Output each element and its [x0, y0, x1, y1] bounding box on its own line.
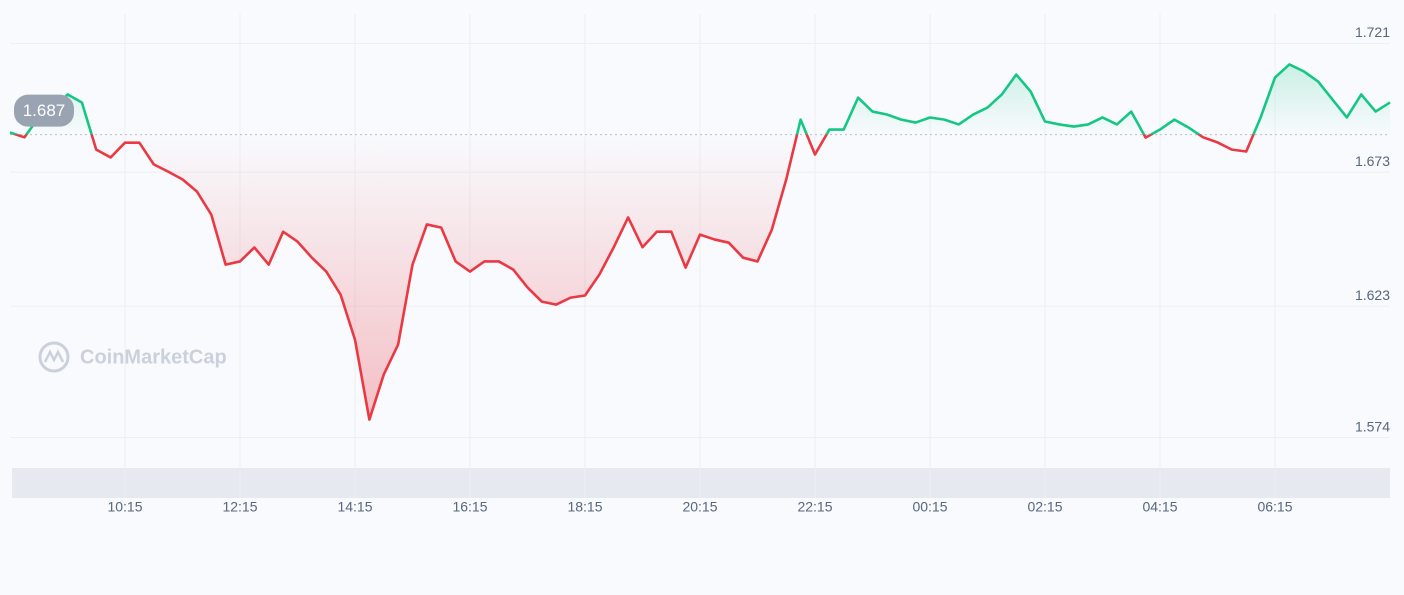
x-tick-label: 16:15 [452, 499, 487, 515]
x-tick-label: 14:15 [337, 499, 372, 515]
watermark: CoinMarketCap [38, 341, 227, 373]
price-line [9, 63, 1391, 421]
x-tick-label: 10:15 [107, 499, 142, 515]
x-tick-label: 04:15 [1142, 499, 1177, 515]
baseline-badge [14, 94, 74, 127]
watermark-text: CoinMarketCap [80, 346, 227, 368]
x-tick-label: 02:15 [1027, 499, 1062, 515]
x-tick-label: 00:15 [912, 499, 947, 515]
x-tick-label: 06:15 [1257, 499, 1292, 515]
y-tick-label: 1.673 [1355, 153, 1390, 169]
x-tick-label: 18:15 [567, 499, 602, 515]
x-tick-label: 12:15 [222, 499, 257, 515]
x-tick-label: 20:15 [682, 499, 717, 515]
baseline-label: 1.687 [23, 101, 66, 120]
volume-band [12, 468, 1390, 498]
x-tick-label: 22:15 [797, 499, 832, 515]
area-fill [10, 64, 1390, 420]
y-tick-label: 1.623 [1355, 287, 1390, 303]
y-tick-label: 1.574 [1355, 418, 1390, 434]
y-tick-label: 1.721 [1355, 24, 1390, 40]
